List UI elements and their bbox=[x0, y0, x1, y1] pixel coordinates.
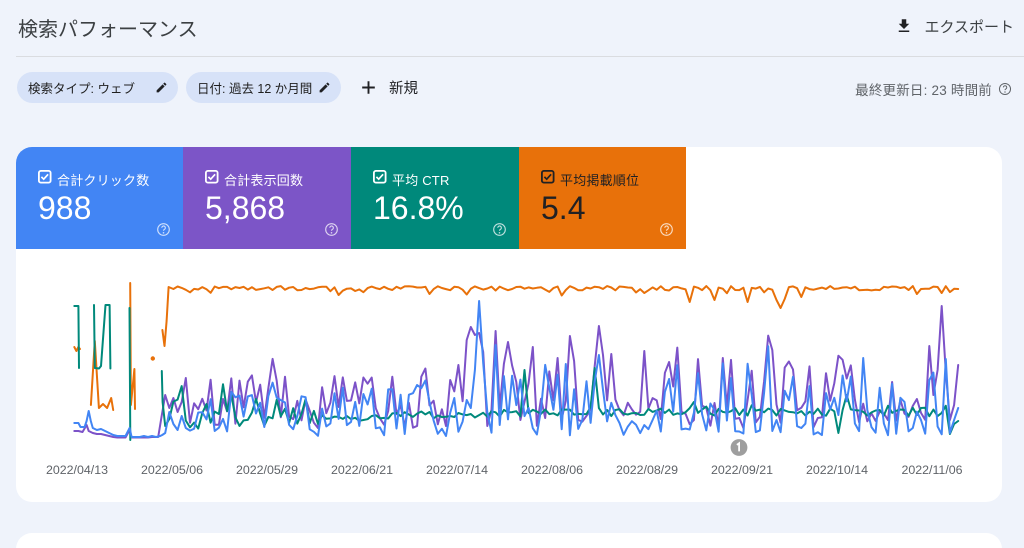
svg-text:2022/08/29: 2022/08/29 bbox=[616, 463, 678, 477]
svg-text:2022/05/29: 2022/05/29 bbox=[236, 463, 298, 477]
svg-text:2022/10/14: 2022/10/14 bbox=[806, 463, 868, 477]
svg-text:2022/08/06: 2022/08/06 bbox=[521, 463, 583, 477]
svg-text:2022/11/06: 2022/11/06 bbox=[901, 463, 962, 477]
svg-text:2022/05/06: 2022/05/06 bbox=[141, 463, 203, 477]
svg-text:2022/07/14: 2022/07/14 bbox=[426, 463, 488, 477]
svg-text:2022/06/21: 2022/06/21 bbox=[331, 463, 393, 477]
svg-text:2022/04/13: 2022/04/13 bbox=[46, 463, 108, 477]
svg-text:2022/09/21: 2022/09/21 bbox=[711, 463, 773, 477]
